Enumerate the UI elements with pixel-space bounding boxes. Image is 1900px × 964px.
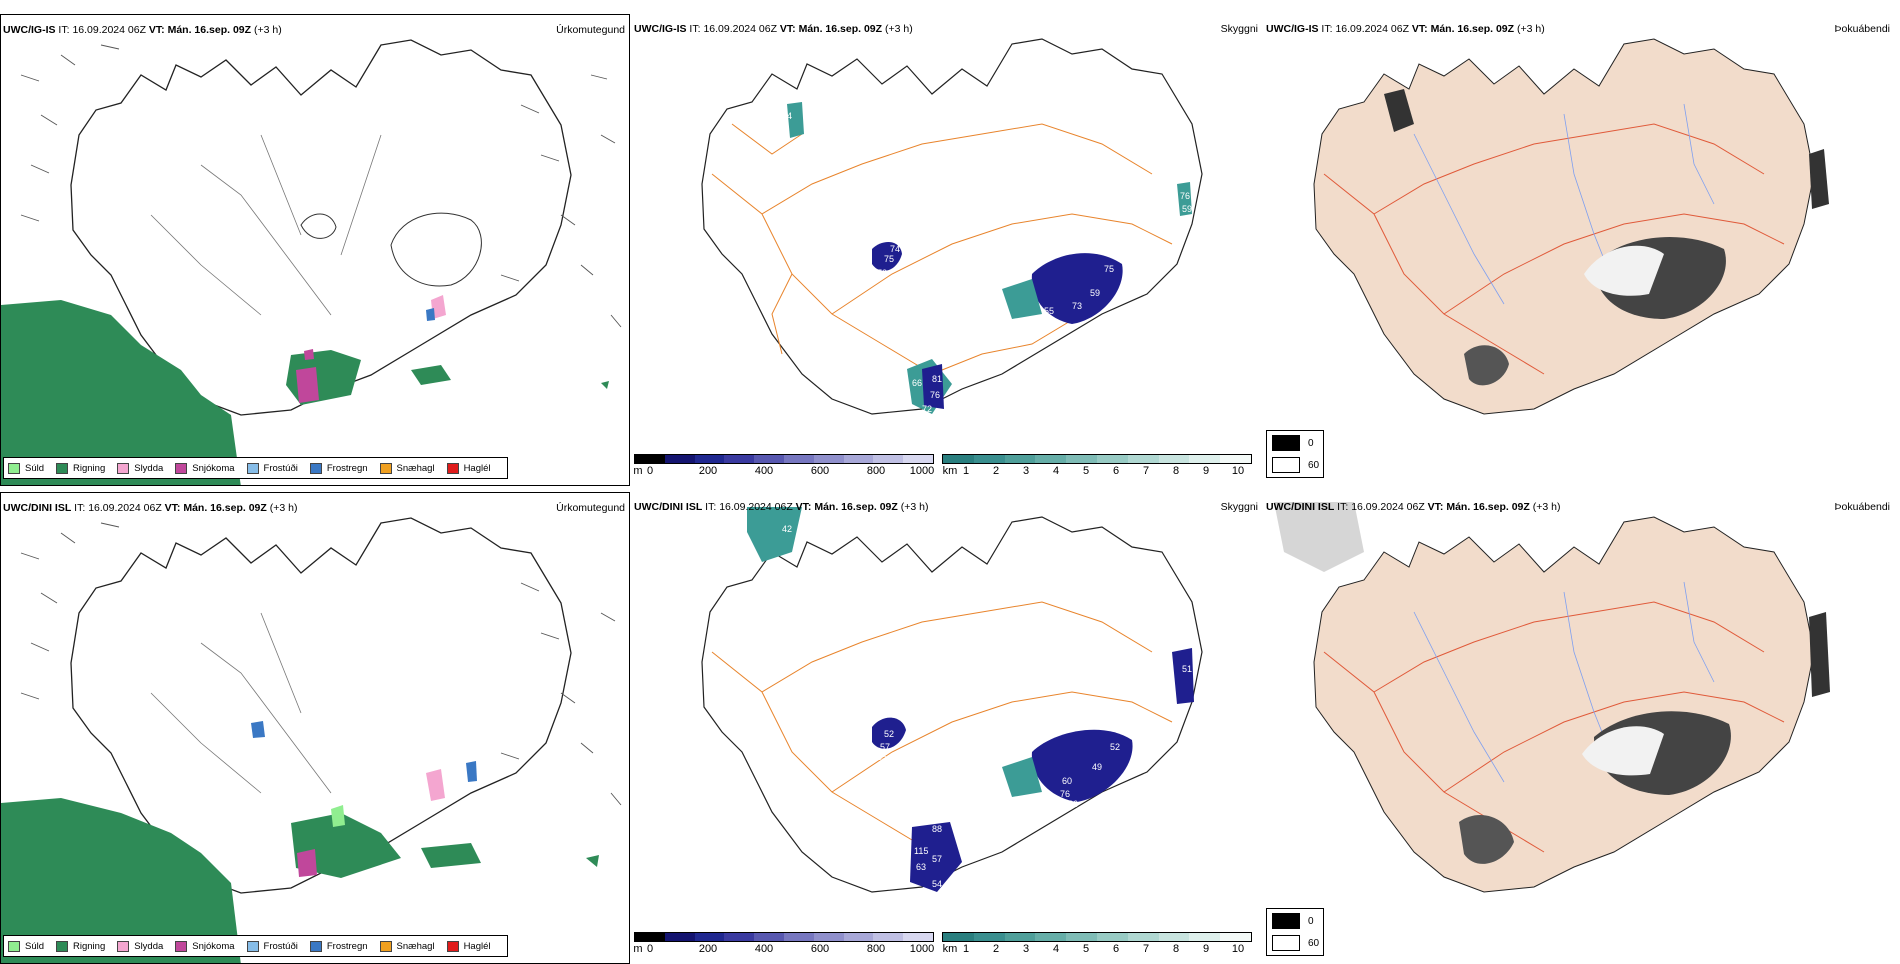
ceiling-colorbar: m 0 200 400 600 800 1000: [633, 454, 934, 478]
rain-area-top: [1, 300, 241, 485]
ceiling-value-label: 49: [1092, 762, 1102, 772]
ceiling-value-label: 57: [932, 854, 942, 864]
panel-title: Úrkomutegund: [556, 502, 625, 514]
ceiling-value-label: 72: [922, 404, 932, 414]
legend-item: Haglél: [446, 462, 491, 474]
colorbar-unit: m: [633, 465, 643, 477]
legend-item: Snjókoma: [175, 462, 235, 474]
panel-header: UWC/DINI ISL IT: 16.09.2024 06Z VT: Mán.…: [3, 502, 298, 514]
ceiling-vis-map-top: 75 72 74 81 76 72 66 55 59 73 75 64 76 59: [701, 38, 1203, 415]
precip-map-top: [1, 39, 622, 485]
ceiling-value-label: 88: [932, 824, 942, 834]
panel-header: UWC/DINI ISL IT: 16.09.2024 06Z VT: Mán.…: [1266, 501, 1561, 513]
ceiling-value-label: 51: [1182, 664, 1192, 674]
ceiling-value-label: 57: [880, 742, 890, 752]
legend-swatch: [117, 462, 130, 474]
ceiling-value-label: 76: [1180, 191, 1190, 201]
legend-swatch: [8, 462, 20, 474]
panel-header: UWC/IG-IS IT: 16.09.2024 06Z VT: Mán. 16…: [634, 23, 913, 35]
ceiling-value-label: 55: [877, 752, 887, 762]
panel-title: Úrkomutegund: [556, 24, 625, 36]
ceiling-vis-panel-bottom: 52 57 55 88 52 49 60 76 86 57 115 63 54 51 42 UWC/DINI…: [632, 492, 1262, 964]
ceiling-value-label: 81: [932, 374, 942, 384]
ceiling-value-label: 66: [912, 378, 922, 388]
precip-legend: Súld Rigning Slydda Snjókoma Frostúði Fr…: [3, 935, 508, 957]
ceiling-value-label: 86: [1068, 799, 1078, 809]
ceiling-value-label: 75: [884, 254, 894, 264]
ceiling-vis-panel-top: 75 72 74 81 76 72 66 55 59 73 75 64 76 59 UWC/IG-IS I…: [632, 14, 1262, 486]
fog-panel-bottom: UWC/DINI ISL IT: 16.09.2024 06Z VT: Mán.…: [1264, 492, 1894, 964]
fog-legend: 0 60: [1266, 908, 1324, 956]
precip-map-bottom: [1, 517, 622, 963]
fog-legend: 0 60: [1266, 430, 1324, 478]
ceiling-value-label: 75: [1104, 264, 1114, 274]
legend-item: Frostúði: [246, 462, 298, 474]
ceiling-value-label: 73: [1072, 301, 1082, 311]
panel-title: Skyggni: [1220, 23, 1258, 35]
fog-map-top: [1313, 38, 1829, 415]
ceiling-value-label: 76: [930, 390, 940, 400]
panel-header: UWC/IG-IS IT: 16.09.2024 06Z VT: Mán. 16…: [1266, 23, 1545, 35]
panel-title: Þokuábendi: [1834, 501, 1890, 513]
fog-map-bottom: [1274, 502, 1830, 893]
ceiling-value-label: 64: [782, 111, 792, 121]
visibility-colorbar: km 1 2 3 4 5 6 7 8 9 10: [942, 454, 1252, 478]
ceiling-value-label: 72: [877, 268, 887, 278]
precip-panel-top: UWC/IG-IS IT: 16.09.2024 06Z VT: Mán. 16…: [0, 14, 630, 486]
precip-legend: Súld Rigning Slydda Snjókoma Frostúði Fr…: [3, 457, 508, 479]
visibility-colorbar: km 1 2 3 4 5 6 7 8 9 10: [942, 932, 1252, 956]
ceiling-value-label: 52: [884, 729, 894, 739]
panel-title: Skyggni: [1220, 501, 1258, 513]
precip-panel-bottom: UWC/DINI ISL IT: 16.09.2024 06Z VT: Mán.…: [0, 492, 630, 964]
ceiling-value-label: 60: [1062, 776, 1072, 786]
panel-header: UWC/DINI ISL IT: 16.09.2024 06Z VT: Mán.…: [634, 501, 929, 513]
legend-item: Snæhagl: [379, 462, 435, 474]
legend-swatch: [56, 462, 69, 474]
ceiling-value-label: 55: [1044, 306, 1054, 316]
ceiling-value-label: 42: [782, 524, 792, 534]
ceiling-value-label: 59: [1182, 204, 1192, 214]
ceiling-value-label: 76: [1060, 789, 1070, 799]
ceiling-area-top: [1031, 253, 1123, 324]
ceiling-value-label: 59: [1090, 288, 1100, 298]
panel-title: Þokuábendi: [1834, 23, 1890, 35]
panel-header: UWC/IG-IS IT: 16.09.2024 06Z VT: Mán. 16…: [3, 24, 282, 36]
snow-area-top: [296, 367, 319, 403]
rain-area-bottom: [1, 798, 241, 963]
legend-item: Rigning: [56, 462, 105, 474]
legend-swatch: [246, 462, 259, 474]
fog-panel-top: UWC/IG-IS IT: 16.09.2024 06Z VT: Mán. 16…: [1264, 14, 1894, 486]
ceiling-value-label: 63: [916, 862, 926, 872]
snow-area-bottom: [297, 849, 317, 877]
legend-swatch: [446, 462, 459, 474]
legend-item: Súld: [8, 462, 44, 474]
ceiling-value-label: 74: [890, 244, 900, 254]
ceiling-area-bottom: [1031, 729, 1133, 802]
ceiling-value-label: 115: [914, 846, 928, 856]
ceiling-value-label: 52: [1110, 742, 1120, 752]
legend-item: Slydda: [117, 462, 163, 474]
legend-swatch: [379, 462, 392, 474]
ceiling-value-label: 54: [932, 879, 942, 889]
legend-swatch: [175, 462, 188, 474]
legend-swatch: [309, 462, 322, 474]
legend-item: Frostregn: [309, 462, 368, 474]
ceiling-colorbar: m 0 200 400 600 800 1000: [633, 932, 934, 956]
